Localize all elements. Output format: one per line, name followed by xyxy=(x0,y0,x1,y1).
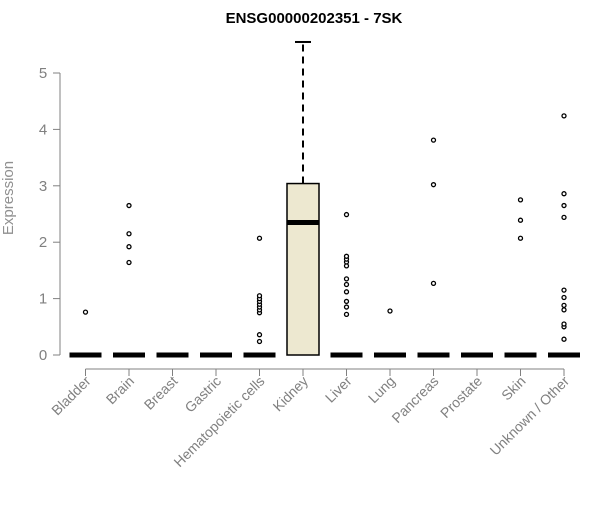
y-tick-label: 5 xyxy=(39,65,47,82)
outlier-point xyxy=(517,235,524,241)
box-kidney xyxy=(286,40,320,356)
x-tick-label: Liver xyxy=(322,373,355,406)
outlier-point xyxy=(561,214,567,221)
outlier-point xyxy=(343,276,350,282)
box-hematopoietic-cells xyxy=(243,235,276,358)
outlier-point xyxy=(343,304,350,310)
outlier-point xyxy=(126,231,132,237)
outlier-point xyxy=(343,253,350,259)
x-tick-label: Prostate xyxy=(437,373,485,421)
y-axis-label: Expression xyxy=(0,161,17,235)
outlier-point xyxy=(343,281,350,288)
box-liver xyxy=(330,211,363,358)
outlier-point xyxy=(561,321,567,327)
outlier-point xyxy=(343,211,350,218)
y-tick-label: 1 xyxy=(39,291,47,308)
outlier-point xyxy=(256,338,263,345)
box-skin xyxy=(504,197,537,358)
outlier-point xyxy=(82,309,89,315)
outlier-point xyxy=(343,298,350,305)
x-tick-label: Breast xyxy=(141,373,181,413)
y-axis: 0 1 2 3 4 5 xyxy=(39,65,61,364)
outlier-point xyxy=(343,311,350,318)
chart-title: ENSG00000202351 - 7SK xyxy=(226,10,403,27)
box-iqr xyxy=(286,182,320,356)
outlier-point xyxy=(517,217,524,223)
outlier-point xyxy=(430,280,437,287)
outlier-point xyxy=(561,191,567,197)
plot-area xyxy=(69,40,580,358)
box-lung xyxy=(374,308,406,358)
outlier-point xyxy=(517,197,524,203)
x-tick-label: Brain xyxy=(103,373,137,407)
outlier-point xyxy=(430,182,437,188)
outlier-point xyxy=(561,307,567,313)
outlier-point xyxy=(387,308,393,314)
x-tick-label: Gastric xyxy=(181,373,224,416)
box-bladder xyxy=(69,309,102,358)
box-brain xyxy=(113,202,145,358)
outlier-point xyxy=(561,294,567,301)
y-tick-label: 3 xyxy=(39,178,47,195)
y-tick-label: 0 xyxy=(39,347,47,364)
box-pancreas xyxy=(417,137,450,358)
outlier-point xyxy=(126,202,132,209)
outlier-point xyxy=(430,137,437,143)
outlier-point xyxy=(126,259,132,266)
x-tick-label: Skin xyxy=(498,373,529,404)
x-tick-label: Kidney xyxy=(270,373,312,415)
x-tick-label: Pancreas xyxy=(388,373,441,426)
y-tick-label: 4 xyxy=(39,121,47,138)
x-tick-label: Unknown / Other xyxy=(487,373,573,459)
outlier-point xyxy=(561,202,567,209)
outlier-point xyxy=(126,244,132,250)
outlier-point xyxy=(256,235,263,241)
outlier-point xyxy=(561,302,567,309)
outlier-point xyxy=(561,113,567,119)
y-tick-label: 2 xyxy=(39,234,47,251)
x-tick-label: Lung xyxy=(365,373,398,406)
outlier-point xyxy=(343,289,350,295)
box-unknown-other xyxy=(548,113,580,358)
outlier-point xyxy=(256,332,263,338)
outlier-point xyxy=(561,336,567,342)
outlier-point xyxy=(561,287,567,293)
outlier-point xyxy=(256,293,263,299)
x-tick-label: Bladder xyxy=(48,373,94,419)
